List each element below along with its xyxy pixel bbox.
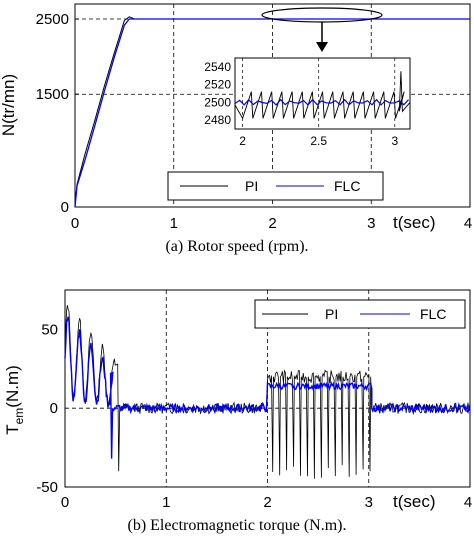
inset-y-tick-label: 2500 <box>204 95 231 109</box>
y-axis-label-b-sub: em <box>12 408 26 425</box>
x-ticks-a: 0 1 2 3 4 <box>71 215 472 232</box>
series-a-flc-line <box>74 18 470 208</box>
x-axis-label-a: t(sec) <box>393 213 436 232</box>
y-tick-label-a: 0 <box>61 199 69 216</box>
inset-y-ticks: 2480 2500 2520 2540 <box>204 60 231 127</box>
inset-pi-line <box>234 71 411 120</box>
legend-b: PI FLC <box>254 299 466 329</box>
x-tick-label-b: 3 <box>365 494 373 511</box>
inset-y-tick-label: 2540 <box>204 60 231 74</box>
y-ticks-a: 0 1500 2500 <box>36 11 79 216</box>
inset-series <box>234 71 411 120</box>
x-tick-label-a: 4 <box>464 215 472 232</box>
x-ticks-b: 0 1 2 3 4 <box>61 494 472 511</box>
caption-b: (b) Electromagnetic torque (N.m). <box>127 517 346 534</box>
y-tick-label-a: 1500 <box>36 86 69 103</box>
x-tick-label-a: 2 <box>268 215 276 232</box>
series-b-flc-line <box>64 316 471 459</box>
legend-b-pi-label: PI <box>325 306 338 322</box>
x-tick-label-b: 0 <box>61 494 69 511</box>
y-axis-label-b-main: T <box>3 424 22 434</box>
x-axis-label-b: t(sec) <box>393 492 436 511</box>
inset-y-tick-label: 2520 <box>204 78 231 92</box>
y-axis-label-b: Tem(N.m) <box>3 365 26 435</box>
legend-a-box <box>167 171 384 201</box>
x-tick-label-b: 1 <box>162 494 170 511</box>
inset-flc-line <box>234 98 409 106</box>
series-b <box>64 305 471 479</box>
legend-a: PI FLC <box>167 171 384 201</box>
inset-x-tick-label: 2.5 <box>310 134 327 148</box>
inset-x-tick-label: 2 <box>239 134 246 148</box>
inset-x-tick-label: 3 <box>391 134 398 148</box>
legend-a-flc-label: FLC <box>334 178 360 194</box>
y-tick-label-b: 0 <box>50 400 58 417</box>
caption-a: (a) Rotor speed (rpm). <box>165 238 308 255</box>
series-b-pi-line <box>64 305 471 479</box>
x-tick-label-a: 3 <box>367 215 375 232</box>
x-tick-label-a: 0 <box>71 215 79 232</box>
svg-text:Tem(N.m): Tem(N.m) <box>3 365 26 435</box>
legend-a-pi-label: PI <box>245 178 258 194</box>
y-tick-label-b: -50 <box>36 479 58 496</box>
y-tick-label-b: 50 <box>41 321 58 338</box>
y-axis-label-a: N(tr/mn) <box>0 74 18 136</box>
x-tick-label-a: 1 <box>170 215 178 232</box>
zoom-arrow-head <box>316 42 328 52</box>
x-tick-label-b: 2 <box>263 494 271 511</box>
y-ticks-b: -50 0 50 <box>36 321 58 496</box>
x-tick-label-b: 4 <box>464 494 472 511</box>
y-tick-label-a: 2500 <box>36 11 69 28</box>
inset-x-ticks: 2 2.5 3 <box>239 134 398 148</box>
y-axis-label-b-unit: (N.m) <box>3 365 22 407</box>
legend-b-flc-label: FLC <box>420 306 446 322</box>
inset-y-tick-label: 2480 <box>204 113 231 127</box>
